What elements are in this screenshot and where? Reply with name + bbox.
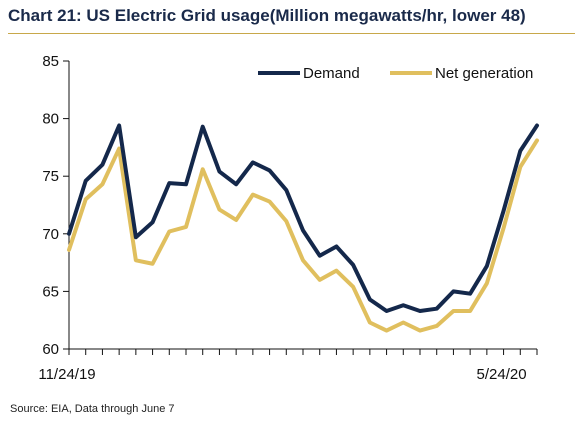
x-tick-label: 11/24/19	[38, 366, 95, 383]
y-tick-label: 70	[42, 226, 59, 243]
chart-title: Chart 21: US Electric Grid usage(Million…	[8, 6, 526, 25]
y-tick-label: 65	[42, 283, 59, 300]
chart-axes: 60 65 70 75 80 85 11/24/19 5/24/20	[38, 53, 538, 383]
y-tick-label: 80	[42, 111, 59, 128]
series-line-demand	[67, 123, 539, 313]
x-tick-label: 5/24/20	[477, 366, 527, 383]
chart-lines	[67, 123, 539, 333]
series-line-net-generation	[67, 138, 539, 333]
y-tick-label: 85	[42, 53, 59, 70]
legend-label: Demand	[303, 65, 360, 82]
chart-legend: Demand Net generation	[258, 65, 533, 82]
y-tick-label: 60	[42, 341, 59, 358]
legend-label: Net generation	[435, 65, 533, 82]
title-divider	[8, 33, 575, 34]
source-note: Source: EIA, Data through June 7	[10, 403, 175, 415]
y-tick-label: 75	[42, 168, 59, 185]
